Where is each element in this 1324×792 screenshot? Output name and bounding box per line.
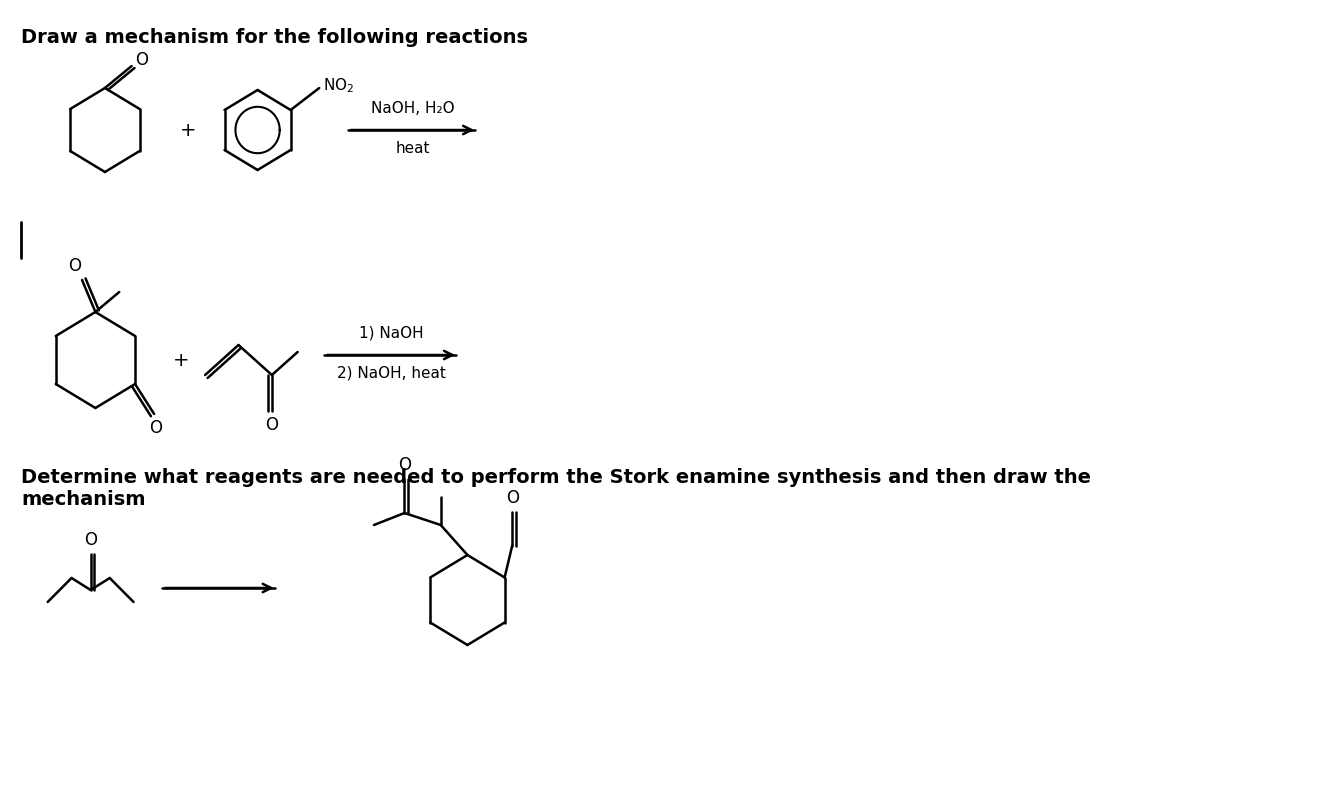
Text: O: O — [399, 456, 410, 474]
Text: Draw a mechanism for the following reactions: Draw a mechanism for the following react… — [21, 28, 528, 47]
Text: O: O — [135, 51, 148, 69]
Text: O: O — [150, 419, 163, 437]
Text: O: O — [506, 489, 519, 507]
Text: +: + — [173, 351, 189, 370]
Text: +: + — [180, 120, 196, 139]
Text: O: O — [85, 531, 97, 549]
Text: O: O — [265, 416, 278, 434]
Text: 1) NaOH: 1) NaOH — [359, 326, 424, 341]
Text: O: O — [68, 257, 81, 275]
Text: Determine what reagents are needed to perform the Stork enamine synthesis and th: Determine what reagents are needed to pe… — [21, 468, 1091, 509]
Text: heat: heat — [396, 140, 430, 155]
Text: NaOH, H₂O: NaOH, H₂O — [371, 101, 454, 116]
Text: NO$_2$: NO$_2$ — [323, 77, 355, 95]
Text: 2) NaOH, heat: 2) NaOH, heat — [336, 365, 446, 380]
